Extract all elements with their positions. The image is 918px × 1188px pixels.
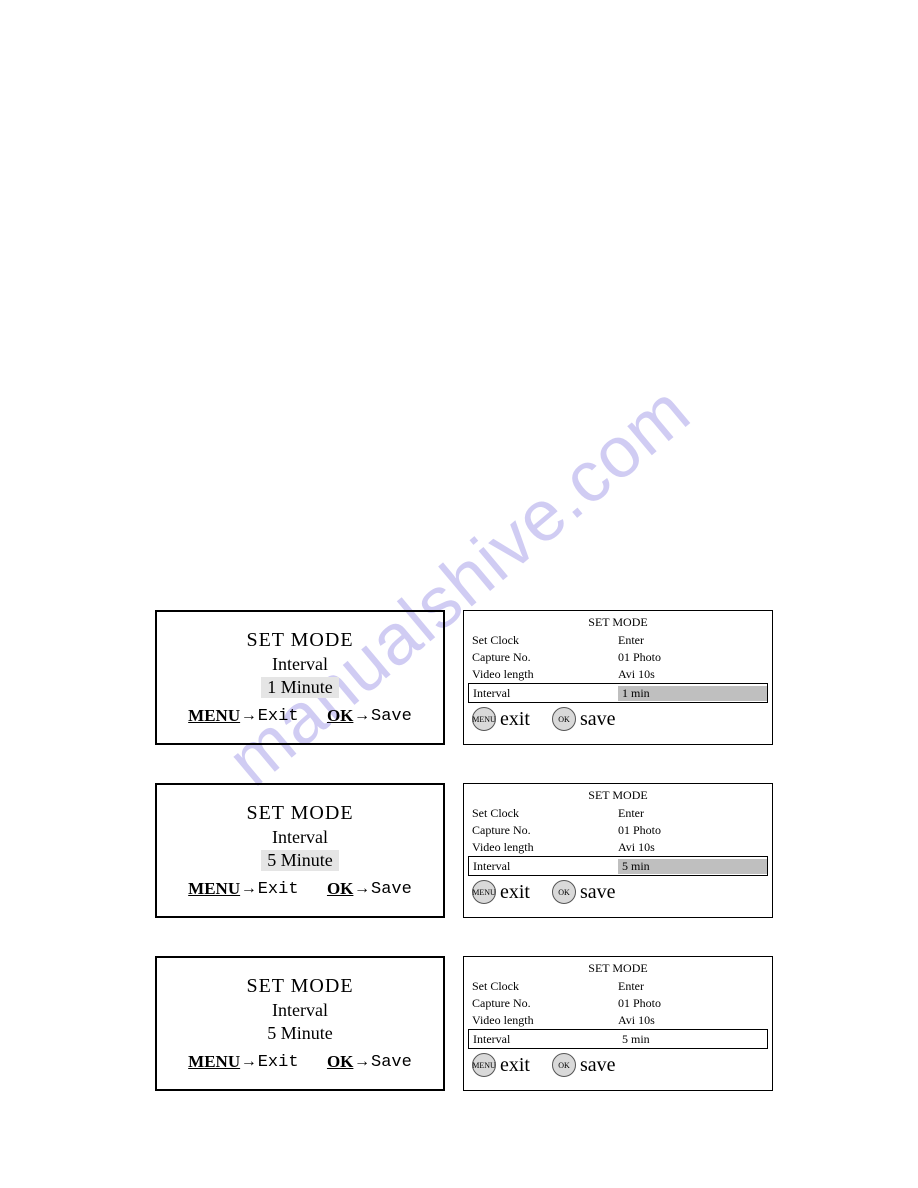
menu-row: Capture No.01 Photo xyxy=(472,995,764,1012)
menu-value: 01 Photo xyxy=(618,650,764,665)
panel-row-0: SET MODE Interval 1 Minute MENU → Exit O… xyxy=(155,610,773,745)
exit-word: exit xyxy=(500,881,530,904)
menu-box-0: SET MODE Set ClockEnter Capture No.01 Ph… xyxy=(463,610,773,745)
menu-row: Video lengthAvi 10s xyxy=(472,1012,764,1029)
ok-button-icon[interactable]: OK xyxy=(552,880,576,904)
menu-value: Enter xyxy=(618,806,764,821)
ok-label[interactable]: OK xyxy=(327,706,353,726)
menu-row: Set ClockEnter xyxy=(472,805,764,822)
menu-row: Capture No.01 Photo xyxy=(472,822,764,839)
lcd-footer: MENU → Exit OK → Save xyxy=(188,879,412,899)
exit-word: exit xyxy=(500,708,530,731)
menu-key: Set Clock xyxy=(472,979,618,994)
ok-label[interactable]: OK xyxy=(327,879,353,899)
menu-key: Interval xyxy=(469,859,618,874)
menu-value: 5 min xyxy=(618,859,767,874)
menu-box-1: SET MODE Set ClockEnter Capture No.01 Ph… xyxy=(463,783,773,918)
menu-footer: MENU exit OK save xyxy=(472,880,764,904)
ok-label[interactable]: OK xyxy=(327,1052,353,1072)
menu-row-selected[interactable]: Interval1 min xyxy=(468,683,768,703)
lcd-box-1: SET MODE Interval 5 Minute MENU → Exit O… xyxy=(155,783,445,918)
menu-key: Capture No. xyxy=(472,996,618,1011)
exit-word: exit xyxy=(500,1054,530,1077)
menu-button-icon[interactable]: MENU xyxy=(472,707,496,731)
lcd-subtitle: Interval xyxy=(272,654,328,675)
save-word: save xyxy=(580,708,616,731)
menu-value: Avi 10s xyxy=(618,840,764,855)
menu-value: Enter xyxy=(618,979,764,994)
save-label: Save xyxy=(371,1053,412,1072)
menu-row: Set ClockEnter xyxy=(472,978,764,995)
menu-value: 1 min xyxy=(618,686,767,701)
menu-row: Video lengthAvi 10s xyxy=(472,666,764,683)
menu-key: Capture No. xyxy=(472,650,618,665)
menu-key: Video length xyxy=(472,840,618,855)
menu-value: Avi 10s xyxy=(618,667,764,682)
lcd-value: 5 Minute xyxy=(261,850,339,871)
lcd-value: 1 Minute xyxy=(261,677,339,698)
save-label: Save xyxy=(371,880,412,899)
lcd-box-2: SET MODE Interval 5 Minute MENU → Exit O… xyxy=(155,956,445,1091)
menu-key: Set Clock xyxy=(472,633,618,648)
menu-button-icon[interactable]: MENU xyxy=(472,880,496,904)
menu-button-icon[interactable]: MENU xyxy=(472,1053,496,1077)
lcd-box-0: SET MODE Interval 1 Minute MENU → Exit O… xyxy=(155,610,445,745)
lcd-title: SET MODE xyxy=(246,629,353,652)
menu-value: Avi 10s xyxy=(618,1013,764,1028)
menu-value: 5 min xyxy=(618,1032,767,1047)
exit-label: Exit xyxy=(258,880,299,899)
panel-row-1: SET MODE Interval 5 Minute MENU → Exit O… xyxy=(155,783,773,918)
lcd-value: 5 Minute xyxy=(261,1023,339,1044)
panel-row-2: SET MODE Interval 5 Minute MENU → Exit O… xyxy=(155,956,773,1091)
menu-row: Capture No.01 Photo xyxy=(472,649,764,666)
arrow-icon: → xyxy=(357,707,367,725)
exit-label: Exit xyxy=(258,707,299,726)
lcd-footer: MENU → Exit OK → Save xyxy=(188,706,412,726)
menu-footer: MENU exit OK save xyxy=(472,1053,764,1077)
menu-value: Enter xyxy=(618,633,764,648)
arrow-icon: → xyxy=(244,707,254,725)
lcd-subtitle: Interval xyxy=(272,1000,328,1021)
lcd-footer: MENU → Exit OK → Save xyxy=(188,1052,412,1072)
menu-title: SET MODE xyxy=(472,788,764,803)
menu-label[interactable]: MENU xyxy=(188,1052,240,1072)
menu-value: 01 Photo xyxy=(618,823,764,838)
ok-button-icon[interactable]: OK xyxy=(552,1053,576,1077)
save-word: save xyxy=(580,1054,616,1077)
menu-title: SET MODE xyxy=(472,961,764,976)
menu-row: Set ClockEnter xyxy=(472,632,764,649)
ok-button-icon[interactable]: OK xyxy=(552,707,576,731)
arrow-icon: → xyxy=(244,1053,254,1071)
exit-label: Exit xyxy=(258,1053,299,1072)
arrow-icon: → xyxy=(357,1053,367,1071)
menu-row-selected[interactable]: Interval5 min xyxy=(468,1029,768,1049)
lcd-title: SET MODE xyxy=(246,975,353,998)
menu-key: Interval xyxy=(469,686,618,701)
menu-row: Video lengthAvi 10s xyxy=(472,839,764,856)
menu-title: SET MODE xyxy=(472,615,764,630)
arrow-icon: → xyxy=(244,880,254,898)
menu-label[interactable]: MENU xyxy=(188,879,240,899)
save-label: Save xyxy=(371,707,412,726)
lcd-title: SET MODE xyxy=(246,802,353,825)
lcd-subtitle: Interval xyxy=(272,827,328,848)
menu-key: Video length xyxy=(472,1013,618,1028)
save-word: save xyxy=(580,881,616,904)
menu-key: Capture No. xyxy=(472,823,618,838)
arrow-icon: → xyxy=(357,880,367,898)
menu-row-selected[interactable]: Interval5 min xyxy=(468,856,768,876)
menu-key: Interval xyxy=(469,1032,618,1047)
menu-box-2: SET MODE Set ClockEnter Capture No.01 Ph… xyxy=(463,956,773,1091)
menu-key: Set Clock xyxy=(472,806,618,821)
menu-value: 01 Photo xyxy=(618,996,764,1011)
panels-area: SET MODE Interval 1 Minute MENU → Exit O… xyxy=(155,610,773,1129)
menu-key: Video length xyxy=(472,667,618,682)
menu-footer: MENU exit OK save xyxy=(472,707,764,731)
menu-label[interactable]: MENU xyxy=(188,706,240,726)
